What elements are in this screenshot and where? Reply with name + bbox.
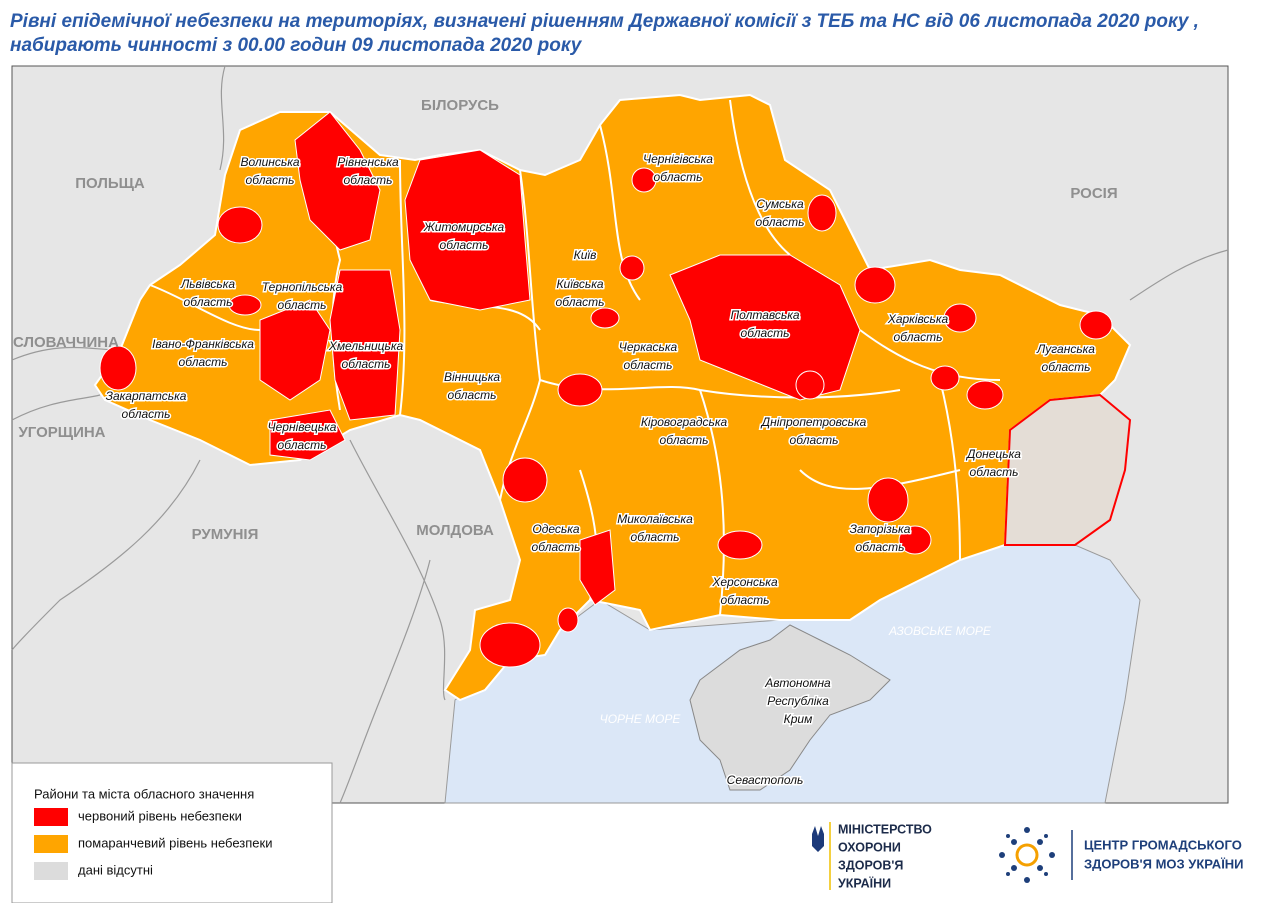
region-label: область (624, 358, 673, 372)
region-label: Сумська (756, 197, 804, 211)
region-label: Чернівецька (268, 420, 337, 434)
region-label: область (278, 438, 327, 452)
country-label: УГОРЩИНА (18, 424, 105, 441)
region-label: Харківська (887, 312, 949, 326)
region-label: Рівненська (337, 155, 399, 169)
region-label: Дніпропетровська (760, 415, 867, 429)
region-label: область (184, 295, 233, 309)
legend-box (11, 762, 333, 903)
region-label: область (448, 388, 497, 402)
region-label: область (122, 407, 171, 421)
title-line: набирають чинності з 00.00 годин 09 лист… (10, 35, 583, 56)
region-label: Львівська (180, 277, 235, 291)
region-label: Вінницька (444, 370, 500, 384)
region-label: область (532, 540, 581, 554)
region-label: Республіка (767, 694, 829, 708)
region-label: область (790, 433, 839, 447)
region-label: область (556, 295, 605, 309)
legend-label: помаранчевий рівень небезпеки (78, 835, 272, 850)
city-label: Київ (574, 248, 597, 262)
region-label: Хмельницька (328, 339, 404, 353)
region-label: Миколаївська (617, 512, 693, 526)
legend-swatch (34, 862, 68, 880)
ministry-logo-text: ЗДОРОВ'Я (838, 858, 903, 872)
region-label: Черкаська (619, 340, 678, 354)
labels: БІЛОРУСЬ ПОЛЬЩА РОСІЯ СЛОВАЧЧИНА УГОРЩИНА РУМ… (13, 97, 1118, 789)
region-label: Луганська (1036, 342, 1095, 356)
region-label: область (721, 593, 770, 607)
country-label: МОЛДОВА (416, 522, 494, 539)
region-label: область (654, 170, 703, 184)
legend-swatch (34, 835, 68, 853)
region-label: область (741, 326, 790, 340)
ministry-logo-text: УКРАЇНИ (838, 875, 891, 890)
sea-label: АЗОВСЬКЕ МОРЕ (888, 624, 992, 638)
region-label: область (1042, 360, 1091, 374)
legend-label: червоний рівень небезпеки (78, 808, 242, 823)
legend-items: червоний рівень небезпеки помаранчевий рі… (34, 808, 272, 880)
region-label: Тернопільська (262, 280, 343, 294)
region-label: область (856, 540, 905, 554)
ministry-logo (812, 822, 831, 890)
region-label: область (660, 433, 709, 447)
region-label: Запорізька (850, 522, 911, 536)
region-label: Автономна (764, 676, 831, 690)
region-label: область (756, 215, 805, 229)
region-label: область (440, 238, 489, 252)
borders (11, 65, 1229, 804)
sea-label: ЧОРНЕ МОРЕ (600, 712, 682, 726)
ministry-logo-text: ОХОРОНИ (838, 840, 901, 854)
region-label: Донецька (965, 447, 1021, 461)
center-logo-text: ЗДОРОВ'Я МОЗ УКРАЇНИ (1084, 856, 1244, 871)
country-label: РОСІЯ (1070, 185, 1117, 202)
region-label: область (342, 357, 391, 371)
region-label: Івано-Франківська (152, 337, 254, 351)
legend-title: Райони та міста обласного значення (34, 786, 254, 801)
red-zones (99, 111, 1113, 668)
country-label: СЛОВАЧЧИНА (13, 334, 119, 351)
center-logo (999, 827, 1073, 883)
region-label: область (631, 530, 680, 544)
region-label: Одеська (532, 522, 579, 536)
no-data-area (1003, 393, 1132, 546)
title-line: Рівні епідемічної небезпеки на територія… (10, 11, 1199, 32)
ukraine-territory (93, 93, 1132, 702)
region-label: Кіровоградська (641, 415, 728, 429)
city-label: Севастополь (727, 773, 804, 787)
region-label: Закарпатська (106, 389, 187, 403)
region-label: Київська (556, 277, 603, 291)
country-label: ПОЛЬЩА (75, 175, 145, 192)
ministry-logo-text: МІНІСТЕРСТВО (838, 822, 932, 836)
country-label: РУМУНІЯ (192, 526, 259, 543)
region-label: область (179, 355, 228, 369)
region-label: область (344, 173, 393, 187)
legend-label: дані відсутні (78, 862, 153, 877)
region-label: область (894, 330, 943, 344)
region-label: область (970, 465, 1019, 479)
region-label: Крим (784, 712, 813, 726)
region-label: Полтавська (730, 308, 799, 322)
region-label: область (278, 298, 327, 312)
region-label: Волинська (240, 155, 299, 169)
region-label: Житомирська (423, 220, 505, 234)
region-label: Чернігівська (643, 152, 713, 166)
legend-swatch (34, 808, 68, 826)
region-label: область (246, 173, 295, 187)
center-logo-text: ЦЕНТР ГРОМАДСЬКОГО (1084, 837, 1242, 852)
crimea (689, 624, 891, 791)
region-label: Херсонська (711, 575, 778, 589)
country-label: БІЛОРУСЬ (421, 97, 499, 114)
